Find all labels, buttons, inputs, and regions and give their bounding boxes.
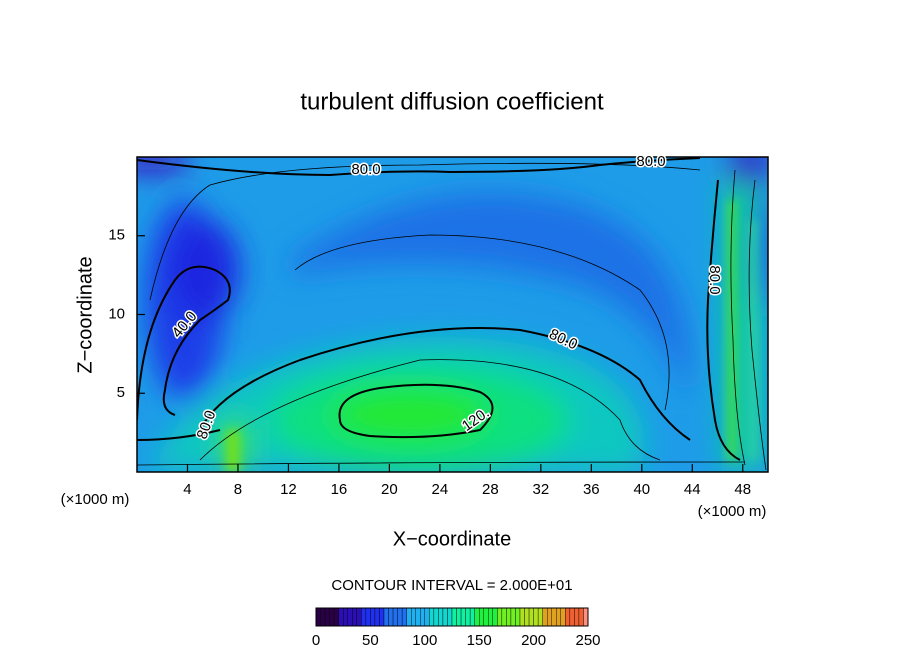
- x-tick-label: 4: [183, 481, 191, 498]
- colorbar-cell: [469, 607, 475, 627]
- colorbar-cell: [320, 607, 326, 627]
- colorbar-cell: [501, 607, 507, 627]
- colorbar-cell: [560, 607, 566, 627]
- colorbar-tick-label: 200: [521, 632, 546, 649]
- colorbar-cell: [333, 607, 339, 627]
- colorbar-cell: [338, 607, 344, 627]
- colorbar-cell: [411, 607, 416, 627]
- field: [137, 157, 768, 472]
- colorbar-cell: [451, 607, 457, 627]
- x-tick-label: 8: [234, 481, 242, 498]
- colorbar-cell: [392, 607, 398, 627]
- colorbar-tick-label: 100: [412, 632, 437, 649]
- colorbar-cell: [488, 607, 493, 627]
- contour-label: 80.0: [636, 153, 665, 170]
- colorbar-cell: [442, 607, 448, 627]
- colorbar-cell: [438, 607, 444, 627]
- chart-title: turbulent diffusion coefficient: [300, 88, 604, 115]
- colorbar-tick-label: 150: [467, 632, 492, 649]
- colorbar-cell: [474, 607, 480, 627]
- colorbar-cell: [429, 607, 435, 627]
- colorbar-cell: [406, 607, 412, 627]
- colorbar-cell: [424, 607, 430, 627]
- x-unit-label: (×1000 m): [698, 503, 767, 520]
- y-axis-title: Z−coordinate: [74, 256, 96, 373]
- colorbar-cell: [361, 607, 367, 627]
- colorbar-cell: [583, 607, 589, 627]
- colorbar-cell: [578, 607, 584, 627]
- colorbar-cell: [528, 607, 534, 627]
- colorbar-cell: [447, 607, 453, 627]
- colorbar-cell: [315, 607, 321, 627]
- colorbar-cell: [356, 607, 362, 627]
- contour-label: 80.0: [706, 265, 723, 294]
- colorbar-cell: [343, 607, 348, 627]
- x-tick-label: 32: [532, 481, 549, 498]
- colorbar-tick-label: 50: [362, 632, 379, 649]
- x-unit-label: (×1000 m): [61, 491, 130, 508]
- colorbar-cell: [347, 607, 353, 627]
- x-tick-label: 44: [684, 481, 701, 498]
- x-tick-label: 36: [583, 481, 600, 498]
- colorbar-cell: [556, 607, 561, 627]
- colorbar-cell: [524, 607, 530, 627]
- colorbar-cell: [492, 607, 498, 627]
- colorbar-cell: [479, 607, 484, 627]
- y-tick-label: 10: [108, 305, 125, 322]
- x-tick-label: 24: [432, 481, 449, 498]
- x-tick-label: 28: [482, 481, 499, 498]
- contour-label: 80.0: [351, 161, 380, 178]
- colorbar-cell: [519, 607, 525, 627]
- x-tick-label: 16: [331, 481, 348, 498]
- colorbar-tick-label: 0: [312, 632, 320, 649]
- colorbar-cell: [324, 607, 330, 627]
- colorbar-cell: [420, 607, 425, 627]
- colorbar-cell: [565, 607, 571, 627]
- colorbar-cell: [379, 607, 385, 627]
- colorbar-cell: [465, 607, 471, 627]
- colorbar-cell: [574, 607, 580, 627]
- colorbar-cell: [551, 607, 557, 627]
- colorbar-tick-label: 250: [575, 632, 600, 649]
- colorbar-cell: [352, 607, 357, 627]
- colorbar-frame: [315, 607, 589, 627]
- colorbar-cell: [415, 607, 421, 627]
- colorbar-cell: [533, 607, 539, 627]
- y-tick-label: 5: [117, 384, 125, 401]
- colorbar-cell: [510, 607, 516, 627]
- colorbar-cell: [506, 607, 512, 627]
- colorbar-cell: [370, 607, 376, 627]
- colorbar-cell: [365, 607, 371, 627]
- colorbar-cell: [374, 607, 380, 627]
- x-tick-label: 40: [633, 481, 650, 498]
- colorbar-cell: [401, 607, 407, 627]
- colorbar-cell: [547, 607, 552, 627]
- colorbar-cell: [537, 607, 543, 627]
- colorbar-cell: [433, 607, 439, 627]
- colorbar-cell: [497, 607, 503, 627]
- y-tick-label: 15: [108, 227, 125, 244]
- x-tick-label: 48: [734, 481, 751, 498]
- x-axis-title: X−coordinate: [393, 528, 511, 550]
- colorbar-cell: [515, 607, 521, 627]
- colorbar-cell: [456, 607, 462, 627]
- colorbar-cell: [483, 607, 489, 627]
- colorbar-cell: [329, 607, 335, 627]
- colorbar-cell: [397, 607, 403, 627]
- colorbar-cell: [388, 607, 394, 627]
- colorbar-cell: [383, 607, 389, 627]
- x-tick-label: 20: [381, 481, 398, 498]
- colorbar-cell: [460, 607, 466, 627]
- colorbar-cell: [569, 607, 575, 627]
- colorbar-cell: [542, 607, 548, 627]
- x-tick-label: 12: [280, 481, 297, 498]
- contour-interval: CONTOUR INTERVAL = 2.000E+01: [331, 577, 572, 594]
